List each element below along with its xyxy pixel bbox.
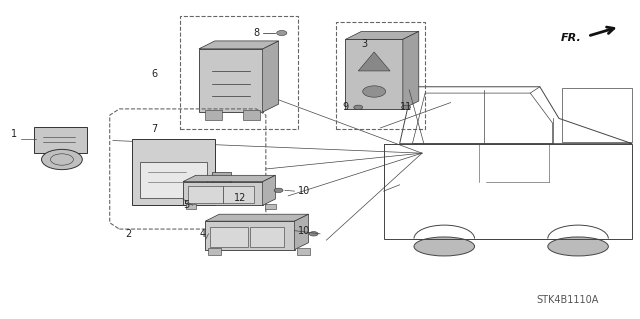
Text: 6: 6 [152,69,157,79]
Text: 5: 5 [183,200,189,210]
Text: 9: 9 [342,102,349,112]
FancyBboxPatch shape [265,204,276,210]
Polygon shape [205,214,308,221]
FancyBboxPatch shape [205,110,222,120]
Text: FR.: FR. [561,33,581,43]
Text: 10: 10 [298,186,310,196]
Polygon shape [199,41,278,49]
Polygon shape [212,172,231,191]
Ellipse shape [548,237,609,256]
Polygon shape [262,175,275,205]
Polygon shape [358,52,390,71]
Circle shape [309,232,318,236]
Ellipse shape [414,237,474,256]
Polygon shape [183,175,275,182]
Polygon shape [346,32,419,39]
Polygon shape [346,39,403,109]
Text: 2: 2 [125,229,132,239]
Text: 1: 1 [11,129,17,139]
Polygon shape [183,182,262,205]
FancyBboxPatch shape [34,127,87,153]
Circle shape [274,188,283,193]
Circle shape [42,149,83,170]
Text: 11: 11 [399,102,412,112]
Text: 4: 4 [199,229,205,239]
Circle shape [354,105,363,109]
Text: 10: 10 [298,226,310,236]
Circle shape [401,105,410,109]
FancyBboxPatch shape [132,139,215,205]
Text: 12: 12 [234,193,246,203]
Polygon shape [199,49,262,112]
Circle shape [220,189,230,194]
FancyBboxPatch shape [243,110,260,120]
FancyBboxPatch shape [211,227,248,247]
FancyBboxPatch shape [208,249,221,255]
Text: 7: 7 [151,124,157,135]
Polygon shape [205,221,294,250]
FancyBboxPatch shape [250,227,284,247]
Circle shape [276,31,287,35]
FancyBboxPatch shape [297,249,310,255]
Circle shape [363,86,386,97]
Text: STK4B1110A: STK4B1110A [537,295,599,305]
FancyBboxPatch shape [186,204,196,210]
FancyBboxPatch shape [140,162,207,198]
Text: 3: 3 [362,39,367,49]
Polygon shape [294,214,308,250]
Text: 8: 8 [253,28,259,38]
FancyBboxPatch shape [223,186,254,203]
Polygon shape [403,32,419,109]
Polygon shape [262,41,278,112]
FancyBboxPatch shape [188,186,223,203]
